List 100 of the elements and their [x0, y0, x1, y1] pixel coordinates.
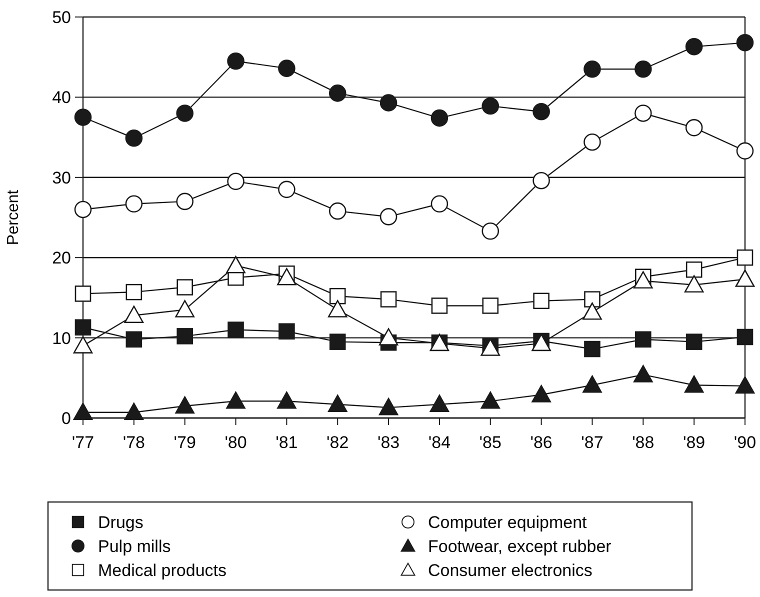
- point: [735, 270, 755, 287]
- point: [176, 192, 194, 210]
- legend-label: Medical products: [98, 560, 227, 580]
- point: [582, 302, 602, 320]
- point: [124, 306, 144, 323]
- x-tick-label: '81: [276, 433, 298, 452]
- point: [329, 288, 346, 304]
- y-axis-title: Percent: [5, 189, 22, 246]
- point: [175, 300, 194, 318]
- point: [532, 172, 550, 190]
- point: [74, 108, 92, 126]
- legend-label: Pulp mills: [98, 536, 171, 556]
- point: [380, 291, 397, 308]
- point: [329, 334, 346, 350]
- point: [73, 336, 93, 354]
- point: [532, 102, 550, 120]
- y-tick-label: 30: [52, 168, 71, 188]
- point: [328, 300, 348, 318]
- point: [634, 271, 653, 289]
- point: [277, 392, 296, 409]
- legend-label: Computer equipment: [428, 512, 588, 532]
- x-tick-label: '78: [122, 433, 145, 452]
- point: [735, 376, 755, 394]
- point: [482, 97, 500, 115]
- point: [378, 328, 398, 346]
- point: [328, 202, 346, 220]
- y-tick-label: 0: [62, 408, 71, 428]
- point: [74, 286, 92, 302]
- point: [634, 365, 653, 382]
- point: [74, 200, 92, 218]
- point: [582, 375, 602, 393]
- point: [736, 328, 754, 346]
- point: [480, 392, 500, 409]
- point: [380, 208, 398, 226]
- point: [684, 275, 704, 293]
- point: [736, 34, 754, 52]
- x-tick-label: '86: [530, 433, 552, 452]
- y-tick-label: 10: [52, 328, 71, 348]
- point: [226, 392, 246, 409]
- point: [176, 104, 194, 122]
- point: [584, 60, 601, 78]
- point: [176, 328, 193, 344]
- point: [126, 331, 142, 348]
- point: [125, 195, 143, 213]
- point: [684, 375, 704, 393]
- point: [278, 180, 296, 198]
- point: [685, 119, 703, 136]
- point: [430, 109, 448, 127]
- x-tick-label: '79: [174, 433, 196, 452]
- point: [584, 133, 601, 151]
- point: [125, 129, 143, 147]
- point: [736, 142, 754, 160]
- point: [176, 279, 193, 296]
- point: [685, 38, 703, 56]
- x-tick-label: '88: [632, 433, 654, 452]
- x-tick-label: '89: [683, 433, 706, 452]
- x-tick-label: '77: [72, 433, 94, 452]
- point: [73, 402, 93, 420]
- point: [634, 104, 652, 122]
- point: [328, 394, 348, 412]
- point: [277, 268, 296, 286]
- point: [430, 394, 450, 412]
- point: [227, 172, 244, 190]
- y-tick-label: 20: [52, 248, 71, 268]
- legend-label: Consumer electronics: [428, 560, 592, 580]
- point: [584, 340, 600, 358]
- point: [175, 396, 194, 414]
- point: [533, 292, 550, 310]
- x-tick-label: '80: [224, 433, 247, 452]
- point: [686, 261, 702, 278]
- point: [635, 331, 652, 348]
- point: [431, 298, 448, 314]
- point: [736, 249, 754, 266]
- x-tick-label: '82: [326, 433, 349, 452]
- point: [430, 195, 448, 213]
- point: [380, 94, 398, 112]
- x-tick-label: '90: [734, 433, 756, 452]
- point: [584, 291, 600, 308]
- x-tick-label: '84: [428, 433, 451, 452]
- x-tick-label: '87: [581, 433, 604, 452]
- y-tick-label: 40: [52, 88, 71, 108]
- x-tick-label: '85: [479, 433, 502, 452]
- point: [482, 222, 500, 240]
- legend-label: Footwear, except rubber: [428, 536, 612, 556]
- point: [378, 398, 398, 416]
- point: [74, 319, 92, 336]
- point: [227, 52, 244, 70]
- point: [228, 322, 244, 338]
- point: [686, 334, 702, 350]
- point: [328, 84, 346, 102]
- point: [226, 256, 246, 274]
- point: [278, 60, 296, 77]
- y-tick-label: 50: [52, 8, 71, 27]
- point: [532, 385, 551, 402]
- x-tick-label: '83: [377, 433, 400, 452]
- point: [634, 60, 652, 78]
- point: [482, 298, 499, 314]
- point: [126, 284, 142, 300]
- legend-label: Drugs: [98, 512, 144, 532]
- point: [278, 323, 295, 340]
